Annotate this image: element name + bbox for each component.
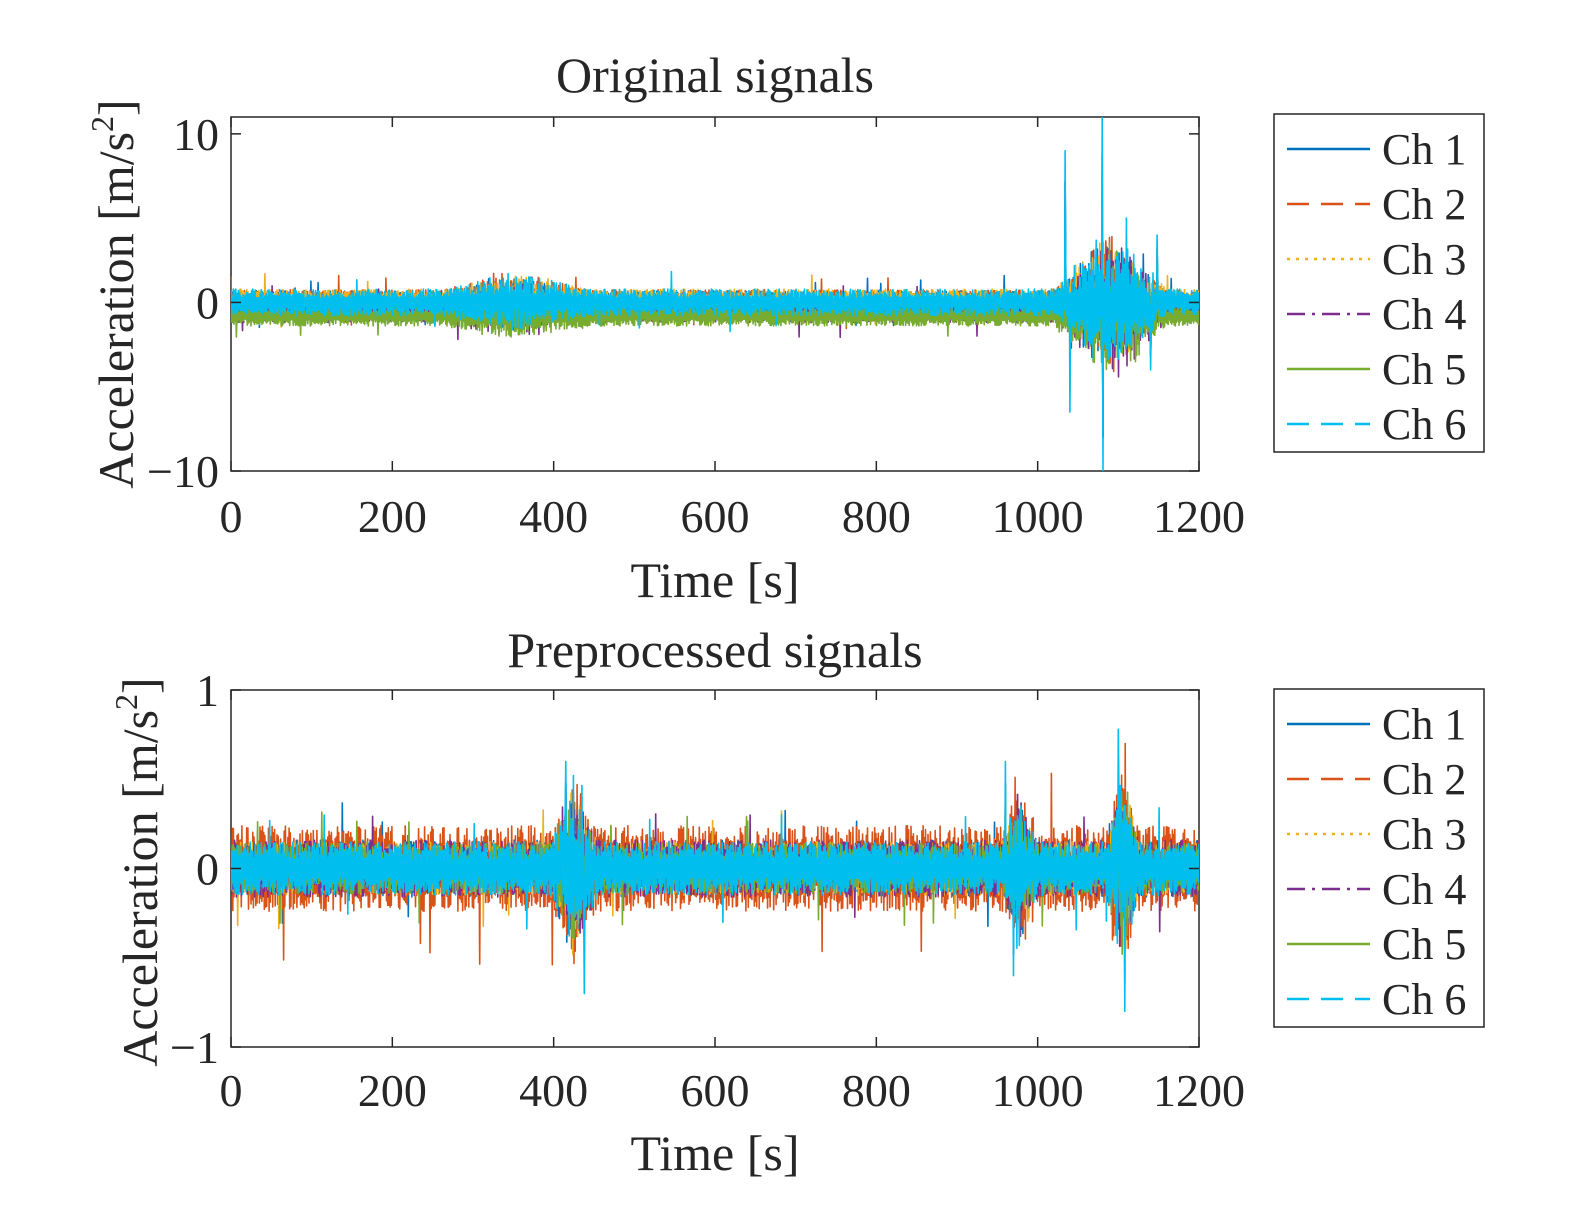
x-tick-label: 1200 — [1153, 491, 1245, 542]
x-tick-label: 400 — [519, 1065, 588, 1116]
legend-label: Ch 2 — [1382, 755, 1466, 804]
preprocessed-signals-chart: Preprocessed signals 0 200 400 600 800 1000 12… — [108, 622, 1485, 1181]
original-signals-chart: Original signals 0 200 400 600 800 1000 1200 −… — [84, 47, 1485, 608]
legend-label: Ch 2 — [1382, 180, 1466, 229]
legend-item: Ch 1 — [1287, 700, 1466, 749]
axis-ticks — [230, 689, 1200, 1048]
legend-label: Ch 1 — [1382, 700, 1466, 749]
legend-item: Ch 5 — [1287, 920, 1466, 969]
x-axis-label: Time [s] — [630, 1125, 799, 1181]
y-tick-labels: −1 0 1 — [170, 665, 219, 1073]
x-tick-label: 600 — [681, 491, 750, 542]
y-tick-label: 1 — [196, 665, 219, 716]
legend-item: Ch 3 — [1287, 235, 1466, 284]
x-tick-label: 200 — [358, 491, 427, 542]
y-axis-label: Acceleration [m/s2] — [108, 677, 168, 1066]
x-tick-labels: 0 200 400 600 800 1000 1200 — [220, 1065, 1246, 1116]
x-tick-label: 200 — [358, 1065, 427, 1116]
x-tick-label: 0 — [220, 1065, 243, 1116]
x-tick-label: 800 — [842, 1065, 911, 1116]
legend-item: Ch 2 — [1287, 180, 1466, 229]
x-tick-label: 400 — [519, 491, 588, 542]
x-axis-label: Time [s] — [630, 552, 799, 608]
legend: Ch 1 Ch 2 Ch 3 Ch 4 Ch 5 Ch 6 — [1273, 688, 1485, 1028]
y-axis-label-end: ] — [112, 677, 168, 694]
x-tick-label: 800 — [842, 491, 911, 542]
x-tick-label: 0 — [220, 491, 243, 542]
legend-item: Ch 4 — [1287, 865, 1466, 914]
signal-traces — [231, 117, 1199, 471]
axis-ticks — [230, 117, 1200, 472]
legend-item: Ch 6 — [1287, 975, 1466, 1024]
legend-label: Ch 5 — [1382, 345, 1466, 394]
y-axis-label-superscript: 2 — [108, 694, 144, 710]
legend-item: Ch 3 — [1287, 810, 1466, 859]
legend-item: Ch 5 — [1287, 345, 1466, 394]
legend-label: Ch 6 — [1382, 400, 1466, 449]
y-axis-label-end: ] — [88, 99, 144, 116]
legend-label: Ch 6 — [1382, 975, 1466, 1024]
legend: Ch 1 Ch 2 Ch 3 Ch 4 Ch 5 Ch 6 — [1273, 113, 1485, 453]
legend-item: Ch 4 — [1287, 290, 1466, 339]
y-tick-label: −1 — [170, 1022, 219, 1073]
legend-box — [1273, 113, 1485, 453]
chart-title: Preprocessed signals — [507, 622, 922, 678]
legend-label: Ch 4 — [1382, 865, 1466, 914]
legend-label: Ch 3 — [1382, 235, 1466, 284]
legend-items: Ch 1 Ch 2 Ch 3 Ch 4 Ch 5 Ch 6 — [1287, 125, 1466, 449]
y-tick-label: 0 — [196, 844, 219, 895]
series-line-ch-6 — [231, 728, 1199, 1013]
x-tick-label: 600 — [681, 1065, 750, 1116]
y-tick-labels: −10 0 10 — [147, 109, 219, 497]
x-tick-labels: 0 200 400 600 800 1000 1200 — [220, 491, 1246, 542]
legend-items: Ch 1 Ch 2 Ch 3 Ch 4 Ch 5 Ch 6 — [1287, 700, 1466, 1024]
x-tick-label: 1200 — [1153, 1065, 1245, 1116]
x-tick-label: 1000 — [992, 1065, 1084, 1116]
legend-box — [1273, 688, 1485, 1028]
legend-label: Ch 5 — [1382, 920, 1466, 969]
series-line-ch-6 — [231, 117, 1199, 471]
chart-title: Original signals — [556, 47, 874, 103]
x-tick-label: 1000 — [992, 491, 1084, 542]
legend-label: Ch 3 — [1382, 810, 1466, 859]
y-axis-label-main: Acceleration [m/s — [112, 710, 168, 1067]
legend-label: Ch 4 — [1382, 290, 1466, 339]
y-axis-label: Acceleration [m/s2] — [84, 99, 144, 488]
y-tick-label: 0 — [196, 277, 219, 328]
y-axis-label-main: Acceleration [m/s — [88, 132, 144, 489]
y-tick-label: 10 — [173, 109, 219, 160]
y-tick-label: −10 — [147, 446, 219, 497]
legend-item: Ch 1 — [1287, 125, 1466, 174]
legend-label: Ch 1 — [1382, 125, 1466, 174]
signal-traces — [231, 728, 1199, 1013]
legend-item: Ch 6 — [1287, 400, 1466, 449]
y-axis-label-superscript: 2 — [84, 116, 120, 132]
legend-item: Ch 2 — [1287, 755, 1466, 804]
